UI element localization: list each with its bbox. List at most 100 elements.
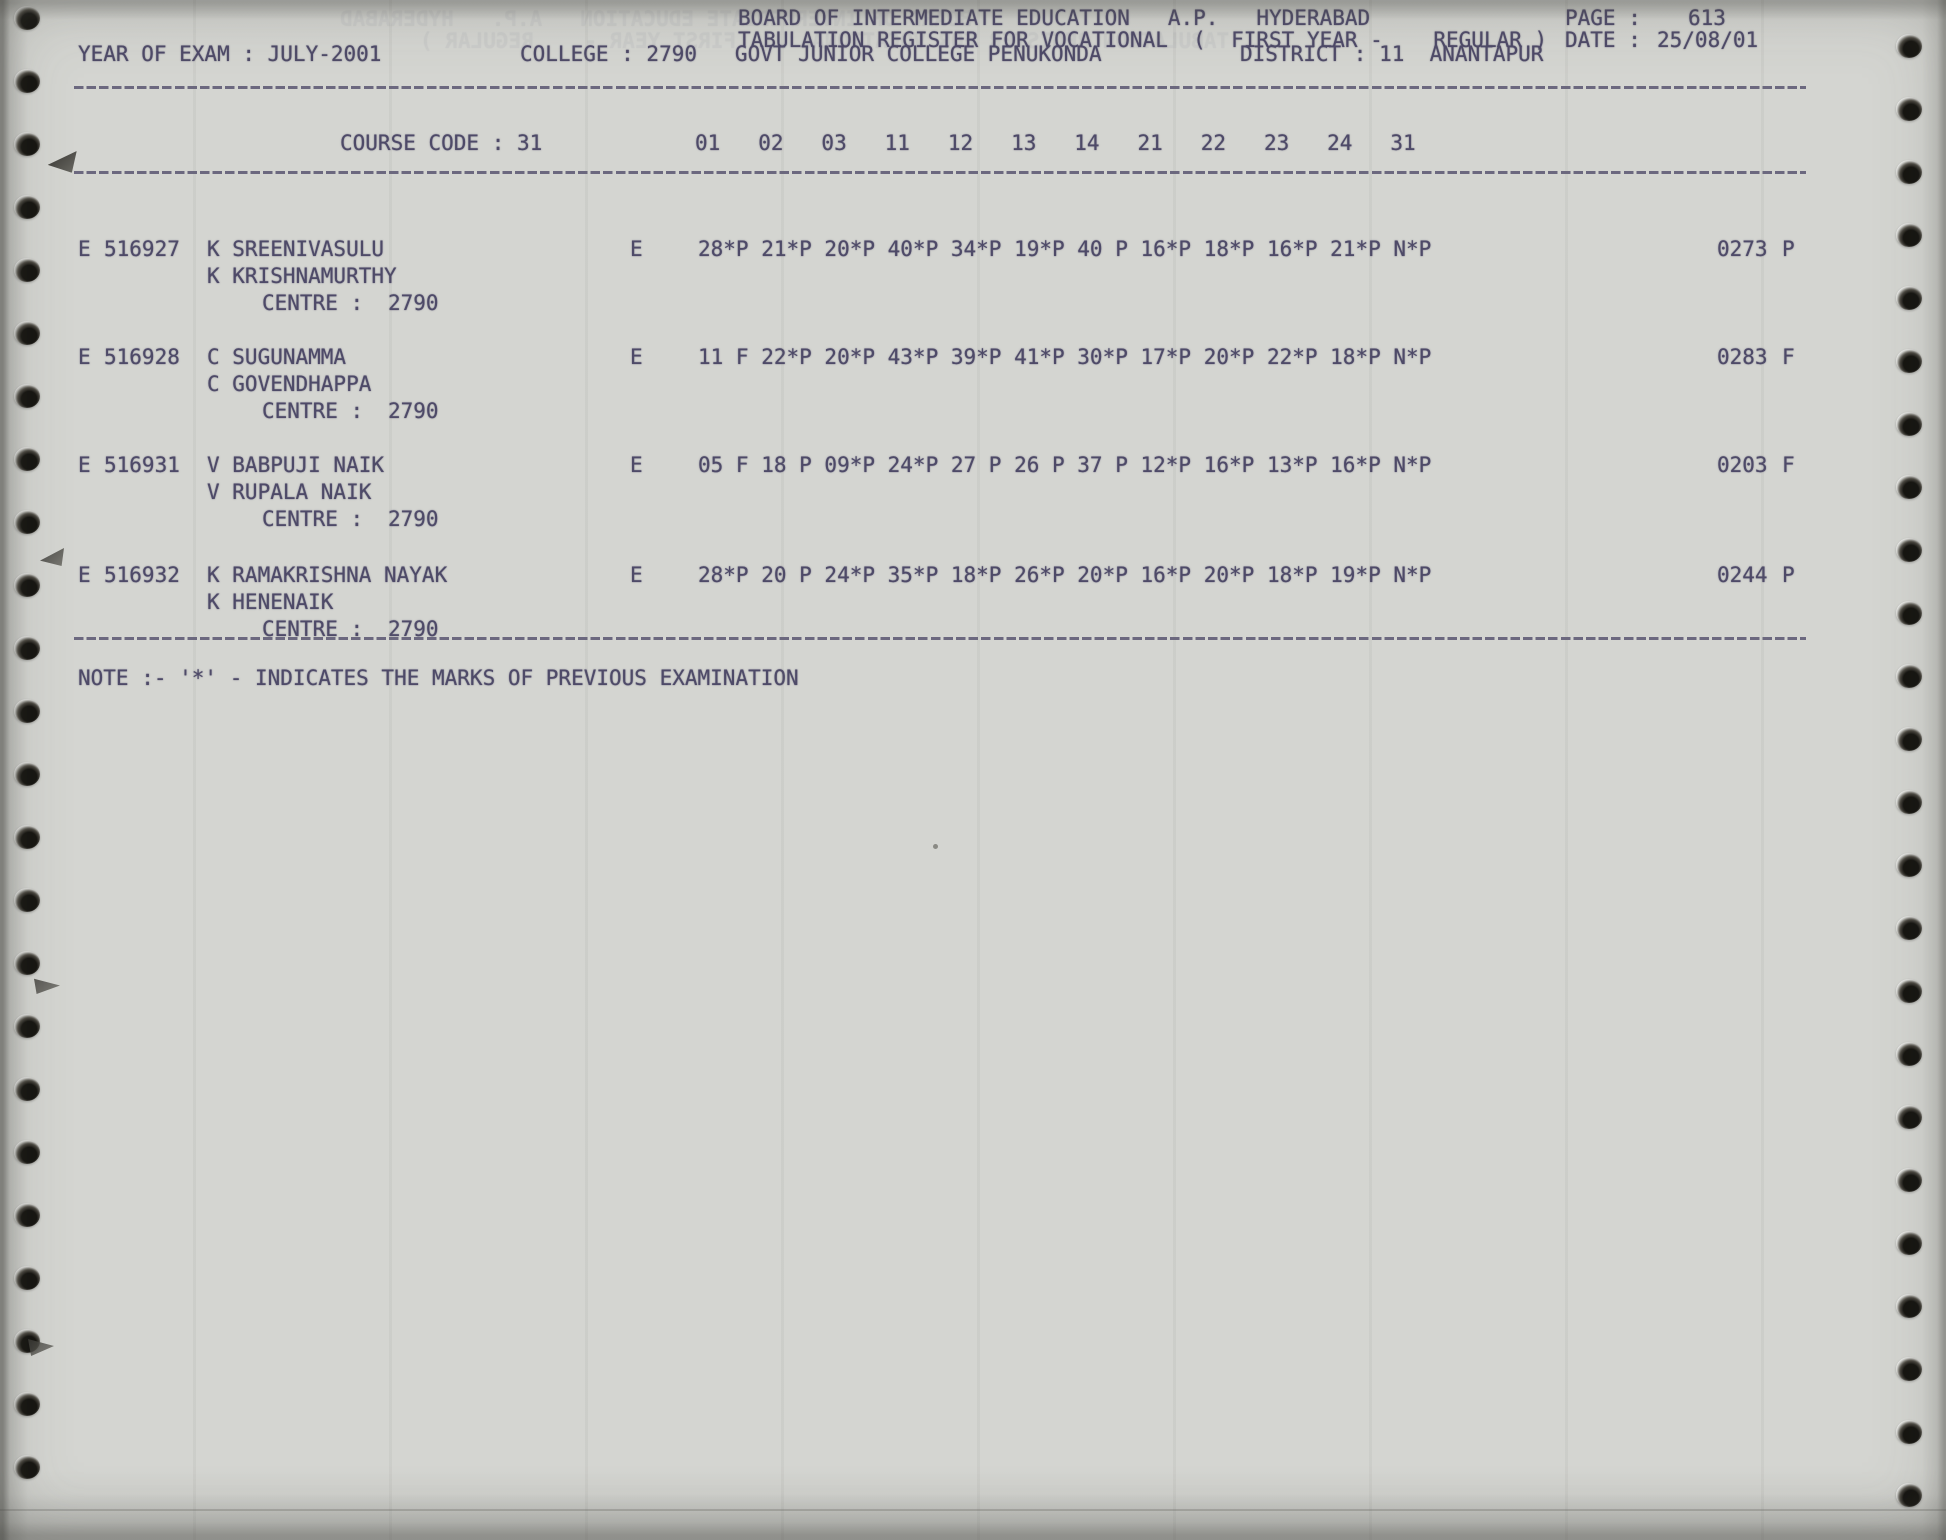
punch-hole xyxy=(14,1266,40,1290)
reg-series: E xyxy=(78,345,91,369)
marks-line: 28*P 21*P 20*P 40*P 34*P 19*P 40 P 16*P … xyxy=(698,237,1432,261)
parent-name: C GOVENDHAPPA xyxy=(207,372,372,396)
punch-hole xyxy=(1896,34,1922,58)
punch-hole xyxy=(1896,601,1922,625)
punch-hole xyxy=(14,384,40,408)
punch-hole xyxy=(1896,1042,1922,1066)
punch-hole xyxy=(1896,349,1922,373)
centre-code: 2790 xyxy=(388,399,439,423)
student-name: K SREENIVASULU xyxy=(207,237,385,261)
medium-code: E xyxy=(630,563,643,587)
student-name: K RAMAKRISHNA NAYAK xyxy=(207,563,448,587)
punch-hole xyxy=(1896,223,1922,247)
parent-name: K HENENAIK xyxy=(207,590,334,614)
result-flag: P xyxy=(1782,563,1795,587)
separator-line xyxy=(74,86,1806,89)
punch-hole xyxy=(1896,160,1922,184)
total-marks: 0273 xyxy=(1717,237,1768,261)
punch-hole xyxy=(1896,979,1922,1003)
punch-hole xyxy=(1896,916,1922,940)
punch-hole xyxy=(14,258,40,282)
punch-hole xyxy=(14,132,40,156)
punch-hole-column-left xyxy=(14,6,40,1479)
punch-hole xyxy=(1896,1168,1922,1192)
punch-hole xyxy=(14,321,40,345)
medium-code: E xyxy=(630,345,643,369)
reg-number: 516927 xyxy=(104,237,180,261)
student-row: E 516928 C SUGUNAMMA C GOVENDHAPPA CENTR… xyxy=(0,344,1946,434)
punch-hole xyxy=(14,825,40,849)
medium-code: E xyxy=(630,237,643,261)
student-name: C SUGUNAMMA xyxy=(207,345,347,369)
reg-number: 516928 xyxy=(104,345,180,369)
punch-hole xyxy=(14,195,40,219)
punch-hole xyxy=(1896,1231,1922,1255)
centre-label: CENTRE : xyxy=(262,291,364,315)
punch-hole xyxy=(14,573,40,597)
punch-hole xyxy=(1896,664,1922,688)
note-line: NOTE :- '*' - INDICATES THE MARKS OF PRE… xyxy=(78,666,799,690)
punch-hole xyxy=(14,69,40,93)
college-line: COLLEGE : 2790 GOVT JUNIOR COLLEGE PENUK… xyxy=(520,42,1102,66)
subject-code-headers: 01 02 03 11 12 13 14 21 22 23 24 31 xyxy=(695,131,1416,155)
marks-line: 11 F 22*P 20*P 43*P 39*P 41*P 30*P 17*P … xyxy=(698,345,1432,369)
total-marks: 0203 xyxy=(1717,453,1768,477)
separator-line xyxy=(74,171,1806,174)
year-of-exam: YEAR OF EXAM : JULY-2001 xyxy=(78,42,382,66)
reg-number: 516931 xyxy=(104,453,180,477)
total-marks: 0283 xyxy=(1717,345,1768,369)
punch-hole xyxy=(14,1392,40,1416)
punch-hole xyxy=(14,510,40,534)
parent-name: V RUPALA NAIK xyxy=(207,480,372,504)
marks-line: 05 F 18 P 09*P 24*P 27 P 26 P 37 P 12*P … xyxy=(698,453,1432,477)
centre-label: CENTRE : xyxy=(262,507,364,531)
result-flag: F xyxy=(1782,453,1795,477)
punch-hole xyxy=(1896,1357,1922,1381)
punch-hole xyxy=(1896,538,1922,562)
punch-hole xyxy=(14,699,40,723)
separator-line xyxy=(74,637,1806,640)
centre-label: CENTRE : xyxy=(262,399,364,423)
ink-speck xyxy=(933,844,938,849)
punch-hole xyxy=(1896,1294,1922,1318)
student-row: E 516927 K SREENIVASULU K KRISHNAMURTHY … xyxy=(0,236,1946,326)
date-value: 25/08/01 xyxy=(1657,28,1759,52)
reg-number: 516932 xyxy=(104,563,180,587)
punch-hole xyxy=(1896,1420,1922,1444)
punch-hole xyxy=(14,636,40,660)
punch-hole xyxy=(1896,286,1922,310)
punch-hole xyxy=(14,762,40,786)
punch-hole xyxy=(1896,853,1922,877)
punch-hole xyxy=(1896,475,1922,499)
punch-hole xyxy=(14,1203,40,1227)
result-flag: P xyxy=(1782,237,1795,261)
result-flag: F xyxy=(1782,345,1795,369)
reg-series: E xyxy=(78,563,91,587)
district-line: DISTRICT : 11 ANANTAPUR xyxy=(1240,42,1544,66)
punch-hole xyxy=(1896,97,1922,121)
punch-hole xyxy=(1896,1105,1922,1129)
student-name: V BABPUJI NAIK xyxy=(207,453,385,477)
punch-hole xyxy=(14,6,40,30)
medium-code: E xyxy=(630,453,643,477)
punch-hole xyxy=(14,951,40,975)
punch-hole xyxy=(14,1014,40,1038)
course-code-label: COURSE CODE : 31 xyxy=(340,131,543,155)
punch-hole xyxy=(1896,790,1922,814)
centre-code: 2790 xyxy=(388,291,439,315)
paper-bottom-edge xyxy=(0,1509,1946,1511)
reg-series: E xyxy=(78,453,91,477)
reg-series: E xyxy=(78,237,91,261)
punch-hole xyxy=(14,888,40,912)
total-marks: 0244 xyxy=(1717,563,1768,587)
punch-hole xyxy=(14,1077,40,1101)
punch-hole xyxy=(1896,727,1922,751)
student-row: E 516931 V BABPUJI NAIK V RUPALA NAIK CE… xyxy=(0,452,1946,542)
punch-hole xyxy=(1896,412,1922,436)
centre-code: 2790 xyxy=(388,507,439,531)
punch-hole xyxy=(14,447,40,471)
punch-hole-column-right xyxy=(1896,34,1922,1507)
punch-hole xyxy=(14,1455,40,1479)
